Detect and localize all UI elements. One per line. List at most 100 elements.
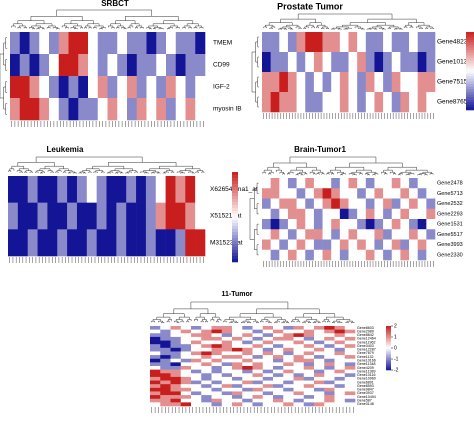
heatmap-cell <box>191 402 202 407</box>
dendrogram <box>257 76 260 88</box>
heatmap-cell <box>279 52 289 73</box>
heatmap-cell <box>160 362 171 367</box>
colorbar-segment <box>232 181 238 185</box>
heatmap-cell <box>242 376 253 381</box>
heatmap-cell <box>150 351 161 356</box>
dendrogram <box>175 27 180 29</box>
heatmap-cell <box>322 249 332 261</box>
dendrogram <box>335 166 365 171</box>
heatmap-cell <box>37 176 48 203</box>
dendrogram <box>256 223 259 235</box>
heatmap-cell <box>232 336 243 341</box>
dendrogram <box>108 171 114 173</box>
dendrogram <box>83 172 86 174</box>
heatmap-cell <box>170 326 182 330</box>
heatmap-cell <box>365 249 375 261</box>
heatmap-cell <box>232 329 243 334</box>
heatmap-cell <box>252 340 264 345</box>
dendrogram <box>419 27 424 29</box>
heatmap-cell <box>279 208 289 220</box>
heatmap-cell <box>201 395 212 400</box>
heatmap-cell <box>303 366 315 370</box>
dendrogram <box>316 173 320 175</box>
heatmap-cell <box>166 76 177 99</box>
dendrogram <box>210 319 215 322</box>
heatmap-cell <box>185 98 196 121</box>
colorbar-segment <box>386 343 391 346</box>
heatmap-cell <box>180 369 192 374</box>
heatmap-cell <box>426 229 436 240</box>
heatmap-cell <box>262 229 271 240</box>
heatmap-cell <box>160 373 171 378</box>
colorbar-tick-label: -2 <box>394 367 399 373</box>
heatmap-cell <box>262 391 274 396</box>
heatmap-cell <box>322 198 332 210</box>
heatmap-cell <box>305 208 315 220</box>
heatmap-cell <box>160 344 171 349</box>
heatmap-cell <box>273 333 284 338</box>
colorbar-segment <box>386 331 391 334</box>
heatmap-cell <box>170 366 182 370</box>
heatmap-cell <box>324 380 335 385</box>
heatmap-cell <box>357 92 367 113</box>
dendrogram <box>156 172 161 174</box>
row-label: TMEM <box>213 40 232 47</box>
heatmap-cell <box>303 373 315 378</box>
colorbar-segment <box>232 235 238 239</box>
heatmap-cell <box>313 229 323 240</box>
heatmap-cell <box>334 380 346 385</box>
heatmap-cell <box>374 208 384 220</box>
row-label: Gene8603 <box>357 326 374 330</box>
dendrogram <box>193 27 198 29</box>
heatmap-cell <box>201 329 212 334</box>
heatmap-cell <box>49 54 60 77</box>
row-label: Gene8842 <box>357 333 374 337</box>
dendrogram <box>251 51 256 93</box>
heatmap-cell <box>270 52 280 73</box>
row-label: Gene4823 <box>437 39 468 46</box>
heatmap-cell <box>191 344 202 349</box>
heatmap-cell <box>324 384 335 389</box>
heatmap-cell <box>185 32 196 55</box>
dendrogram <box>5 103 8 115</box>
heatmap-cell <box>324 347 335 352</box>
dendrogram <box>65 27 69 29</box>
dendrogram <box>298 27 302 29</box>
heatmap-cell <box>348 249 358 261</box>
heatmap-cell <box>305 72 315 93</box>
dendrogram <box>264 316 282 320</box>
heatmap-cell <box>97 98 108 121</box>
heatmap-cell <box>242 402 253 407</box>
dendrogram <box>349 22 386 26</box>
heatmap-cell <box>195 98 206 121</box>
dendrogram <box>280 18 316 23</box>
dendrogram <box>44 165 64 169</box>
heatmap-cell <box>211 369 223 374</box>
heatmap-cell <box>296 52 306 73</box>
heatmap-cell <box>273 366 284 370</box>
colorbar-segment <box>466 86 474 90</box>
dendrogram <box>149 168 170 171</box>
heatmap-cell <box>150 376 161 381</box>
heatmap-cell <box>383 239 393 251</box>
dendrogram <box>201 319 207 322</box>
heatmap-cell <box>67 176 78 203</box>
dendrogram <box>115 20 136 24</box>
dendrogram <box>359 173 363 175</box>
heatmap-cell <box>313 219 323 230</box>
heatmap-cell <box>313 198 323 210</box>
dendrogram <box>274 322 278 324</box>
heatmap-cell <box>314 358 325 363</box>
heatmap-cell <box>400 178 410 189</box>
dendrogram <box>296 173 303 175</box>
heatmap-cell <box>293 373 305 378</box>
heatmap-cell <box>348 208 358 220</box>
heatmap-cell <box>78 54 89 77</box>
dendrogram <box>0 53 4 99</box>
dendrogram <box>295 316 313 320</box>
heatmap-cell <box>334 329 346 334</box>
heatmap-cell <box>195 32 206 55</box>
heatmap-cell <box>107 76 118 99</box>
heatmap-cell <box>314 347 325 352</box>
heatmap-cell <box>283 358 294 363</box>
